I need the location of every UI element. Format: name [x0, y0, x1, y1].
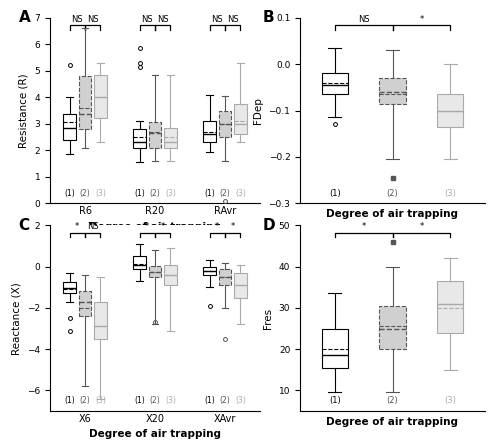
- Text: (2): (2): [386, 396, 398, 405]
- Text: *: *: [420, 222, 424, 231]
- PathPatch shape: [438, 281, 464, 333]
- Text: NS: NS: [72, 15, 83, 23]
- PathPatch shape: [64, 282, 76, 293]
- Text: (3): (3): [235, 396, 246, 405]
- PathPatch shape: [322, 328, 347, 368]
- PathPatch shape: [218, 110, 232, 137]
- PathPatch shape: [148, 266, 162, 277]
- PathPatch shape: [234, 273, 246, 297]
- Text: (2): (2): [150, 189, 160, 198]
- Text: NS: NS: [212, 15, 223, 23]
- X-axis label: Degree of air trapping: Degree of air trapping: [89, 429, 221, 439]
- Text: NS: NS: [87, 15, 99, 23]
- Text: NS: NS: [227, 15, 238, 23]
- Text: *: *: [75, 222, 80, 231]
- PathPatch shape: [218, 269, 232, 285]
- Text: (3): (3): [165, 396, 176, 405]
- Text: A: A: [18, 10, 30, 25]
- Text: D: D: [263, 218, 276, 233]
- PathPatch shape: [204, 121, 216, 142]
- Text: (3): (3): [165, 189, 176, 198]
- Text: *: *: [145, 222, 150, 231]
- Text: *: *: [362, 222, 366, 231]
- PathPatch shape: [78, 291, 92, 316]
- Text: B: B: [263, 10, 274, 25]
- PathPatch shape: [134, 129, 146, 148]
- Text: (1): (1): [134, 189, 145, 198]
- Text: (1): (1): [64, 189, 75, 198]
- X-axis label: Degree of air trapping: Degree of air trapping: [89, 221, 221, 232]
- Text: (1): (1): [329, 189, 340, 198]
- Text: (3): (3): [444, 396, 456, 405]
- PathPatch shape: [380, 78, 406, 103]
- Text: *: *: [215, 222, 220, 231]
- Text: C: C: [18, 218, 30, 233]
- PathPatch shape: [148, 122, 162, 148]
- Text: (2): (2): [386, 189, 398, 198]
- Y-axis label: Resistance (R): Resistance (R): [19, 73, 29, 148]
- Text: (1): (1): [329, 396, 340, 405]
- Text: (1): (1): [204, 396, 215, 405]
- Text: *: *: [160, 222, 165, 231]
- Y-axis label: FDep: FDep: [253, 97, 263, 124]
- Text: (2): (2): [80, 189, 90, 198]
- Y-axis label: Fres: Fres: [263, 308, 273, 329]
- X-axis label: Degree of air trapping: Degree of air trapping: [326, 209, 458, 219]
- Y-axis label: Reactance (X): Reactance (X): [12, 282, 22, 354]
- Text: (2): (2): [150, 396, 160, 405]
- Text: *: *: [230, 222, 235, 231]
- PathPatch shape: [438, 94, 464, 127]
- PathPatch shape: [204, 267, 216, 275]
- PathPatch shape: [64, 114, 76, 140]
- Text: (1): (1): [64, 396, 75, 405]
- Text: (2): (2): [220, 396, 230, 405]
- Text: NS: NS: [157, 15, 168, 23]
- PathPatch shape: [134, 256, 146, 269]
- PathPatch shape: [94, 75, 106, 118]
- Text: (1): (1): [204, 189, 215, 198]
- X-axis label: Degree of air trapping: Degree of air trapping: [326, 417, 458, 427]
- Text: NS: NS: [87, 222, 99, 231]
- Text: (3): (3): [235, 189, 246, 198]
- PathPatch shape: [164, 128, 176, 148]
- PathPatch shape: [322, 73, 347, 94]
- Text: NS: NS: [142, 15, 153, 23]
- PathPatch shape: [164, 265, 176, 285]
- Text: (2): (2): [220, 189, 230, 198]
- Text: (3): (3): [444, 189, 456, 198]
- Text: (3): (3): [95, 189, 106, 198]
- PathPatch shape: [234, 104, 246, 134]
- PathPatch shape: [94, 302, 106, 339]
- Text: (1): (1): [134, 396, 145, 405]
- Text: (3): (3): [95, 396, 106, 405]
- PathPatch shape: [380, 306, 406, 349]
- Text: (2): (2): [80, 396, 90, 405]
- PathPatch shape: [78, 76, 92, 129]
- Text: *: *: [420, 15, 424, 23]
- Text: NS: NS: [358, 15, 370, 23]
